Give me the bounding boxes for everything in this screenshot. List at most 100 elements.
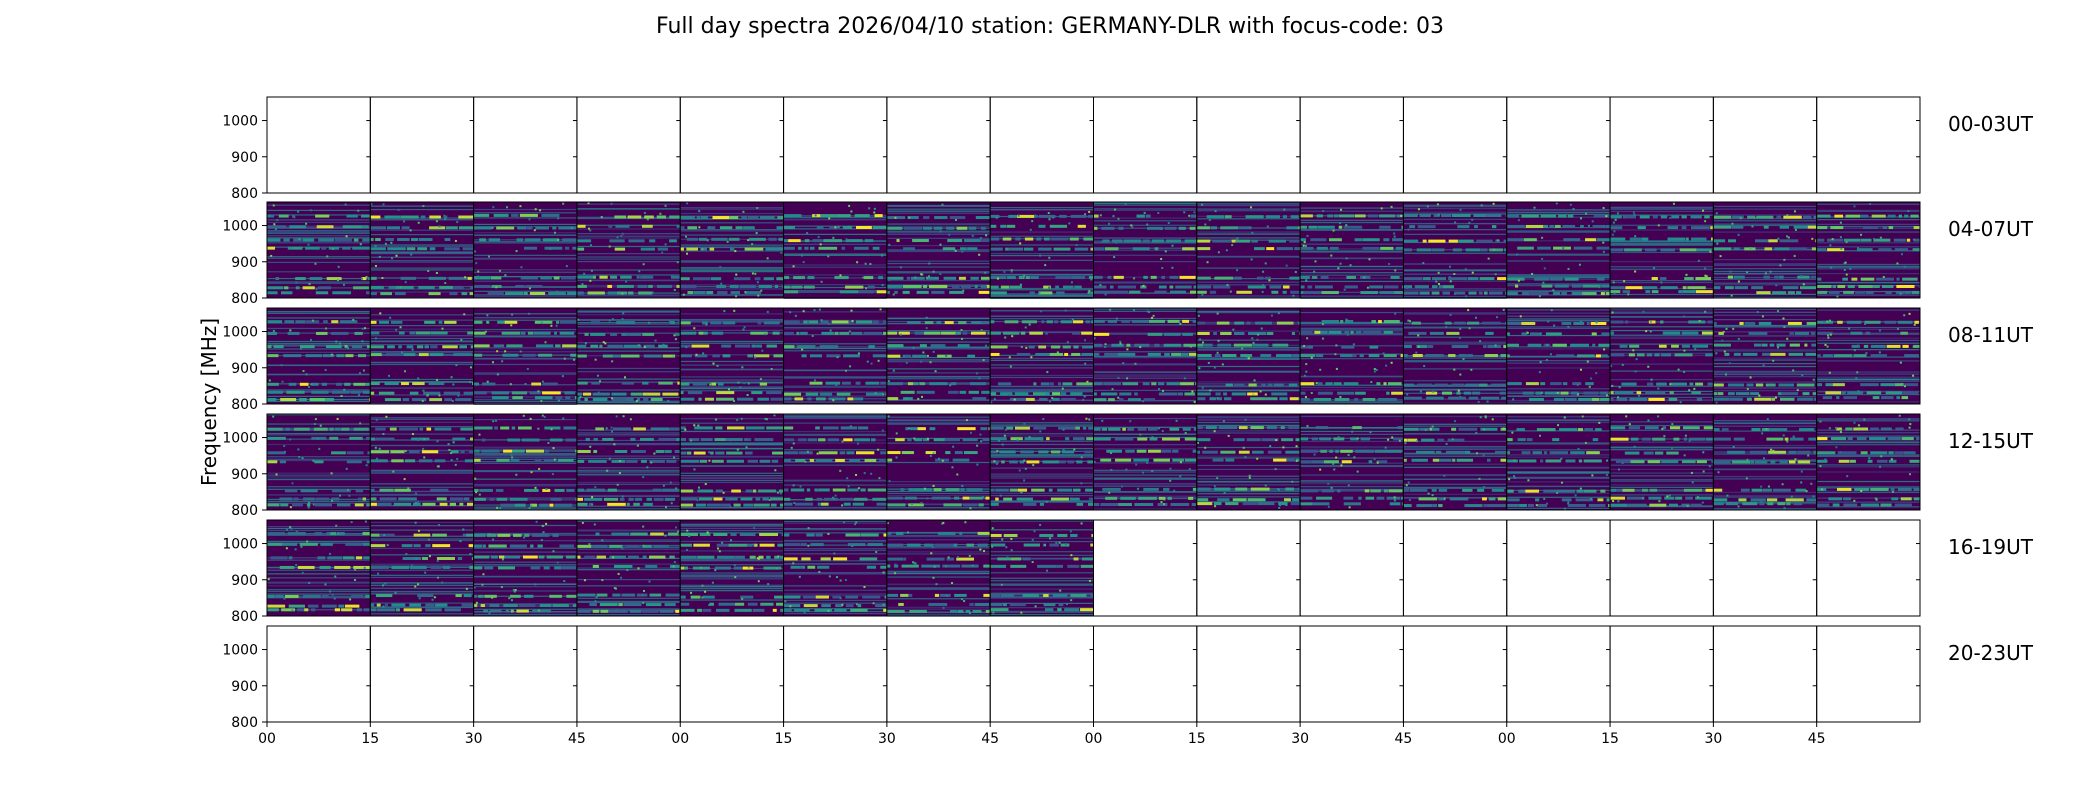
noise-speck — [348, 494, 351, 497]
noise-speck — [747, 382, 750, 385]
intensity-segment — [700, 247, 707, 251]
intensity-segment — [611, 459, 626, 463]
intensity-segment — [329, 436, 339, 440]
intensity-segment — [1605, 292, 1611, 296]
intensity-segment — [1667, 237, 1686, 241]
intensity-segment — [1506, 214, 1520, 218]
noise-speck — [832, 399, 835, 402]
noise-speck — [1353, 456, 1356, 459]
noise-speck — [1256, 457, 1259, 460]
intensity-segment — [267, 214, 275, 218]
noise-speck — [1146, 223, 1149, 226]
spectral-line — [1816, 401, 1920, 403]
noise-speck — [954, 249, 957, 252]
intensity-segment — [473, 449, 480, 453]
noise-speck — [816, 347, 819, 350]
intensity-segment — [750, 331, 768, 335]
spectral-line — [990, 448, 1094, 450]
intensity-segment — [1214, 354, 1221, 358]
spectral-line — [1093, 426, 1197, 428]
noise-speck — [1591, 220, 1594, 223]
intensity-segment — [1783, 215, 1802, 219]
intensity-segment — [1810, 331, 1816, 335]
spectral-line — [1610, 208, 1714, 210]
intensity-segment — [370, 450, 390, 454]
spectral-line — [1816, 440, 1920, 442]
intensity-segment — [1505, 291, 1507, 295]
noise-speck — [1652, 266, 1655, 269]
intensity-segment — [1904, 214, 1909, 218]
intensity-segment — [907, 321, 921, 325]
noise-speck — [410, 253, 413, 256]
spectral-line — [267, 478, 371, 481]
intensity-segment — [700, 216, 709, 220]
spectral-line — [1196, 281, 1301, 283]
intensity-segment — [1170, 290, 1186, 294]
intensity-segment — [1850, 459, 1856, 463]
noise-speck — [1193, 401, 1196, 404]
intensity-segment — [1884, 320, 1897, 324]
spectral-line — [990, 473, 1094, 475]
noise-speck — [1683, 454, 1686, 457]
intensity-segment — [907, 438, 912, 442]
spectral-line — [1196, 348, 1301, 350]
spectral-line — [1713, 421, 1817, 423]
noise-speck — [346, 488, 349, 491]
spectral-line — [1816, 420, 1920, 422]
spectral-line — [1403, 474, 1507, 477]
intensity-segment — [1600, 489, 1606, 493]
noise-speck — [384, 242, 387, 245]
spectral-line — [1816, 356, 1920, 358]
intensity-segment — [699, 459, 708, 463]
noise-speck — [1443, 474, 1446, 477]
noise-speck — [1756, 311, 1759, 314]
intensity-segment — [958, 276, 966, 280]
spectral-line — [990, 394, 1094, 397]
noise-speck — [814, 214, 817, 217]
intensity-segment — [1606, 498, 1611, 502]
intensity-segment — [398, 345, 402, 349]
noise-speck — [1407, 228, 1410, 231]
spectral-line — [370, 381, 474, 383]
spectral-line — [1506, 416, 1611, 418]
noise-speck — [1853, 349, 1856, 352]
noise-speck — [1380, 207, 1383, 210]
noise-speck — [755, 232, 758, 235]
intensity-segment — [576, 392, 582, 396]
noise-speck — [698, 226, 701, 229]
noise-speck — [1129, 420, 1132, 423]
noise-speck — [1108, 222, 1111, 225]
noise-speck — [1590, 377, 1593, 380]
intensity-segment — [757, 397, 770, 401]
intensity-segment — [1093, 343, 1103, 347]
intensity-segment — [633, 427, 646, 431]
intensity-segment — [735, 226, 743, 230]
intensity-segment — [1166, 382, 1180, 386]
intensity-segment — [455, 398, 472, 402]
intensity-segment — [1172, 458, 1185, 462]
intensity-segment — [449, 292, 458, 296]
intensity-segment — [646, 497, 653, 501]
intensity-segment — [473, 331, 486, 335]
intensity-segment — [670, 275, 681, 279]
spectral-line — [680, 368, 784, 370]
noise-speck — [1843, 262, 1846, 265]
intensity-segment — [1543, 451, 1548, 455]
intensity-segment — [783, 331, 795, 335]
noise-speck — [1207, 361, 1210, 364]
intensity-segment — [506, 344, 523, 348]
spectral-line — [370, 433, 474, 435]
intensity-segment — [500, 426, 510, 430]
intensity-segment — [1300, 489, 1318, 493]
intensity-segment — [1085, 320, 1091, 324]
intensity-segment — [616, 284, 634, 288]
noise-speck — [1513, 475, 1516, 478]
intensity-segment — [1308, 345, 1313, 349]
noise-speck — [1429, 427, 1432, 430]
noise-speck — [1611, 384, 1614, 387]
noise-speck — [1126, 377, 1129, 380]
intensity-segment — [1196, 502, 1213, 506]
noise-speck — [423, 456, 426, 459]
noise-speck — [1793, 254, 1796, 257]
intensity-segment — [747, 354, 753, 358]
